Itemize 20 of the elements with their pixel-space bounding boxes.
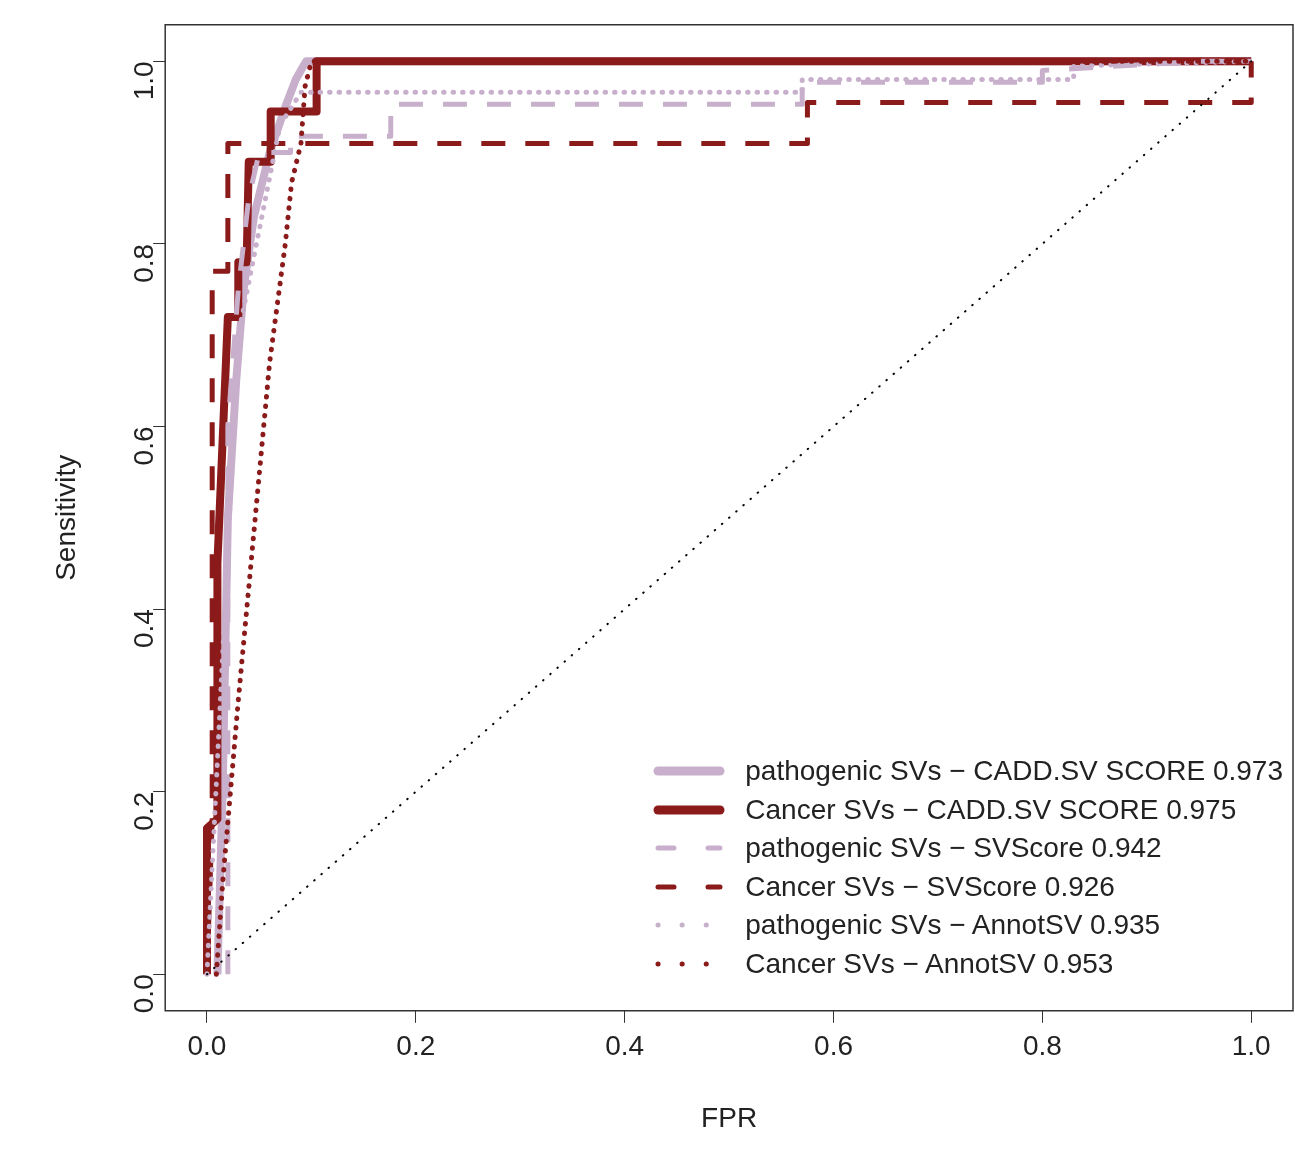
legend-label: Cancer SVs − AnnotSV 0.953: [745, 946, 1114, 981]
legend-label: Cancer SVs − CADD.SV SCORE 0.975: [745, 792, 1237, 827]
x-tick-label: 0.0: [187, 1030, 227, 1062]
x-tick-label: 1.0: [1231, 1030, 1271, 1062]
legend-label: Cancer SVs − SVScore 0.926: [745, 869, 1115, 904]
y-tick-label: 0.4: [127, 609, 159, 649]
y-tick-label: 0.2: [127, 791, 159, 831]
legend-label: pathogenic SVs − AnnotSV 0.935: [745, 908, 1161, 942]
y-tick-label: 0.0: [127, 974, 159, 1014]
y-tick-label: 0.6: [127, 426, 159, 466]
legend-label: pathogenic SVs − CADD.SV SCORE 0.973: [745, 754, 1283, 788]
legend-label: pathogenic SVs − SVScore 0.942: [745, 831, 1162, 865]
x-tick-label: 0.4: [605, 1030, 645, 1062]
y-axis-title: Sensitivity: [49, 454, 81, 581]
x-tick-label: 0.2: [396, 1030, 436, 1062]
x-tick-label: 0.8: [1022, 1030, 1062, 1062]
y-tick-label: 0.8: [127, 243, 159, 283]
y-tick-label: 1.0: [127, 61, 159, 101]
x-axis-title: FPR: [701, 1101, 758, 1133]
x-tick-label: 0.6: [814, 1030, 853, 1062]
